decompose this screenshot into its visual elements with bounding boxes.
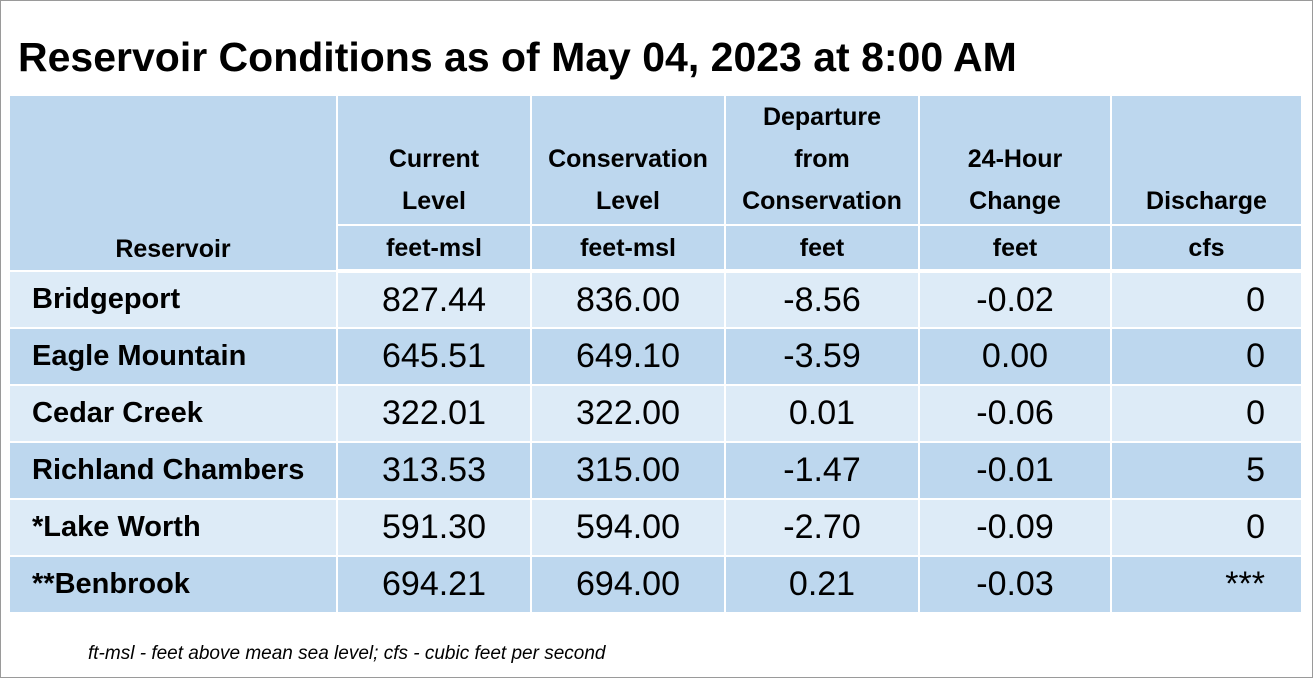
- reservoir-name: Eagle Mountain: [10, 328, 338, 386]
- header-line: Level: [402, 187, 466, 215]
- discharge-cell: 0: [1111, 499, 1301, 557]
- unit-conservation-level: feet-msl: [531, 225, 726, 273]
- conservation-level-cell: 594.00: [531, 499, 726, 557]
- discharge-cell: 0: [1111, 328, 1301, 386]
- conservation-level-cell: 315.00: [531, 442, 726, 500]
- header-line: Discharge: [1146, 187, 1267, 215]
- unit-departure: feet: [725, 225, 920, 273]
- departure-cell: -8.56: [725, 271, 920, 329]
- departure-cell: -3.59: [725, 328, 920, 386]
- reservoir-name: Bridgeport: [10, 271, 338, 329]
- current-level-cell: 645.51: [337, 328, 532, 386]
- discharge-cell: 0: [1111, 385, 1301, 443]
- discharge-cell: 0: [1111, 271, 1301, 329]
- conservation-level-cell: 322.00: [531, 385, 726, 443]
- conservation-level-cell: 694.00: [531, 556, 726, 614]
- reservoir-name: Richland Chambers: [10, 442, 338, 500]
- header-line: Departure: [762, 103, 882, 131]
- change-cell: -0.02: [919, 271, 1112, 329]
- header-line: from: [794, 145, 850, 173]
- header-current-level: Current Level: [337, 96, 532, 226]
- discharge-cell: 5: [1111, 442, 1301, 500]
- header-line: Conservation: [548, 145, 708, 173]
- departure-cell: -2.70: [725, 499, 920, 557]
- reservoir-table: Reservoir Current Level Conservation Lev…: [10, 96, 1301, 614]
- table-row: **Benbrook 694.21 694.00 0.21 -0.03 ***: [10, 556, 1301, 614]
- header-24-hour-change: 24-Hour Change: [919, 96, 1112, 226]
- header-line: 24-Hour: [967, 145, 1063, 173]
- header-reservoir: Reservoir: [10, 96, 338, 272]
- header-discharge: Discharge: [1111, 96, 1301, 226]
- current-level-cell: 827.44: [337, 271, 532, 329]
- change-cell: 0.00: [919, 328, 1112, 386]
- reservoir-name: **Benbrook: [10, 556, 338, 614]
- change-cell: -0.09: [919, 499, 1112, 557]
- departure-cell: 0.01: [725, 385, 920, 443]
- unit-current-level: feet-msl: [337, 225, 532, 273]
- conservation-level-cell: 649.10: [531, 328, 726, 386]
- header-line: Current: [388, 145, 480, 173]
- page-title: Reservoir Conditions as of May 04, 2023 …: [18, 34, 1017, 80]
- unit-24-hour-change: feet: [919, 225, 1112, 273]
- current-level-cell: 313.53: [337, 442, 532, 500]
- table-row: Eagle Mountain 645.51 649.10 -3.59 0.00 …: [10, 328, 1301, 386]
- current-level-cell: 591.30: [337, 499, 532, 557]
- footnote: ft-msl - feet above mean sea level; cfs …: [88, 643, 606, 664]
- table-row: Bridgeport 827.44 836.00 -8.56 -0.02 0: [10, 271, 1301, 329]
- table-row: Cedar Creek 322.01 322.00 0.01 -0.06 0: [10, 385, 1301, 443]
- reservoir-name: Cedar Creek: [10, 385, 338, 443]
- change-cell: -0.06: [919, 385, 1112, 443]
- header-departure: Departure from Conservation: [725, 96, 920, 226]
- departure-cell: -1.47: [725, 442, 920, 500]
- header-line: Change: [969, 187, 1061, 215]
- departure-cell: 0.21: [725, 556, 920, 614]
- table-row: *Lake Worth 591.30 594.00 -2.70 -0.09 0: [10, 499, 1301, 557]
- current-level-cell: 322.01: [337, 385, 532, 443]
- header-conservation-level: Conservation Level: [531, 96, 726, 226]
- header-line: Level: [596, 187, 660, 215]
- current-level-cell: 694.21: [337, 556, 532, 614]
- change-cell: -0.01: [919, 442, 1112, 500]
- header-line: Conservation: [742, 187, 902, 215]
- table-row: Richland Chambers 313.53 315.00 -1.47 -0…: [10, 442, 1301, 500]
- discharge-cell: ***: [1111, 556, 1301, 614]
- change-cell: -0.03: [919, 556, 1112, 614]
- unit-discharge: cfs: [1111, 225, 1301, 273]
- conservation-level-cell: 836.00: [531, 271, 726, 329]
- reservoir-name: *Lake Worth: [10, 499, 338, 557]
